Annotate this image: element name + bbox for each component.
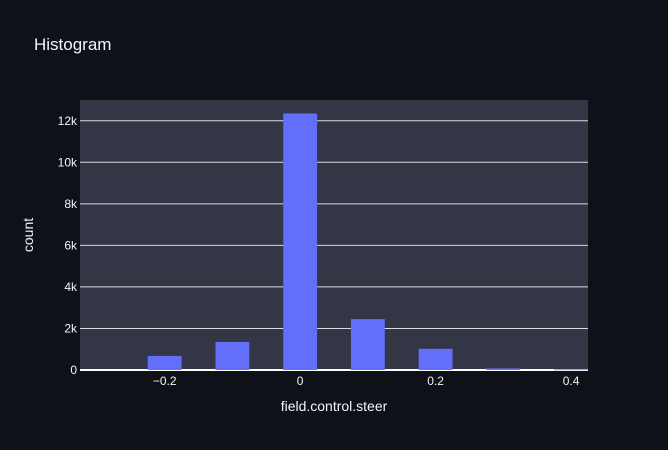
y-tick-label-3: 6k (64, 238, 78, 252)
x-tick-label-2: 0.2 (427, 374, 444, 388)
plot-area (80, 100, 588, 370)
y-tick-label-1: 2k (64, 321, 78, 335)
bar-0 (147, 355, 182, 370)
x-axis-ticks: −0.2 0 0.2 0.4 (153, 374, 580, 388)
bar-6 (554, 369, 588, 371)
bar-3 (350, 319, 385, 370)
x-tick-label-0: −0.2 (153, 374, 177, 388)
y-tick-label-6: 12k (58, 114, 78, 128)
y-axis-ticks: 0 2k 4k 6k 8k 10k 12k (58, 114, 78, 377)
x-tick-label-1: 0 (297, 374, 304, 388)
bars (147, 113, 588, 371)
y-tick-label-0: 0 (70, 363, 77, 377)
y-tick-label-4: 8k (64, 197, 78, 211)
chart-title: Histogram (34, 35, 111, 54)
bar-2 (283, 113, 318, 370)
bar-4 (418, 348, 453, 370)
x-axis-title: field.control.steer (281, 398, 388, 414)
bar-1 (215, 341, 250, 370)
y-tick-label-2: 4k (64, 280, 78, 294)
x-tick-label-3: 0.4 (563, 374, 580, 388)
y-tick-label-5: 10k (58, 155, 78, 169)
bar-5 (486, 368, 521, 370)
y-axis-title: count (20, 218, 36, 252)
